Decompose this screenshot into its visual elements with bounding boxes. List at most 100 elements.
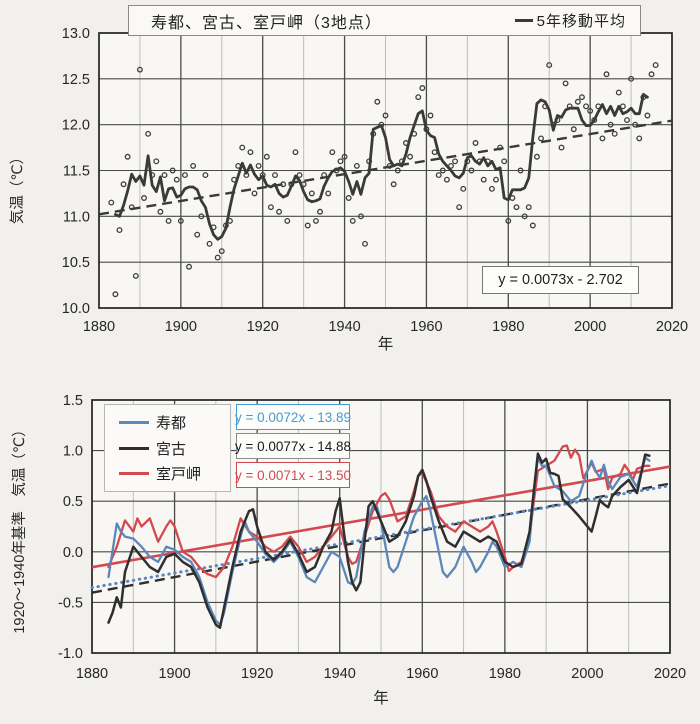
annual-temperature-dot [476,158,483,165]
annual-temperature-dot [141,195,147,201]
annual-temperature-dot [333,167,340,174]
annual-temperature-dot [472,140,479,146]
x-tick-label: 1980 [489,666,521,682]
annual-temperature-dot [296,172,303,179]
x-tick-label: 1960 [410,319,442,335]
annual-temperature-dot [222,222,229,229]
murotomisaki-line-icon [119,472,149,476]
annual-temperature-dot [632,121,639,128]
annual-temperature-dot [583,103,589,110]
legend-label-miyako: 宮古 [156,440,187,458]
x-tick-label: 1960 [406,666,438,682]
annual-temperature-dot [648,71,655,78]
legend-item-muroto: 室戸岬 [119,463,230,484]
annual-temperature-dot [165,217,172,224]
annual-temperature-dot [312,217,319,224]
annual-temperature-dot [607,121,614,128]
annual-temperature-dot [394,167,401,174]
bottom-chart-legend: 寿都 宮古 室戸岬 [104,404,231,492]
annual-temperature-dot [562,80,569,87]
annual-temperature-dot [652,62,659,69]
annual-temperature-dot [276,208,283,215]
murotomisaki-trend-line [91,465,671,569]
annual-temperature-dot [349,217,356,224]
annual-temperature-dot [198,213,205,220]
annual-temperature-dot [378,121,385,128]
annual-temperature-dot [603,71,610,78]
annual-temperature-dot [427,112,434,119]
annual-temperature-dot [108,199,115,206]
annual-temperature-dot [120,181,127,188]
annual-temperature-dot [484,158,491,165]
y-axis-label: 気温（℃） [9,150,26,224]
annual-temperature-dot [468,167,475,174]
annual-temperature-dot [595,103,602,110]
y-tick-label: -1.0 [58,646,83,662]
top-chart-title: 寿都、宮古、室戸岬（3地点） [151,14,382,32]
miyako-trend-equation-box: y = 0.0077x - 14.88 [235,433,351,459]
annual-temperature-dot [169,167,176,174]
annual-temperature-dot [136,66,143,73]
miyako-line [107,452,651,629]
suttsu-line [107,456,651,626]
x-tick-label: 2020 [654,666,686,682]
y-tick-label: 10.5 [62,255,90,271]
annual-temperature-dot [443,176,450,183]
annual-temperature-dot [587,107,594,114]
annual-temperature-dot [177,217,184,224]
y-tick-label: 0.0 [63,545,83,561]
annual-temperature-dot [611,130,618,137]
annual-temperature-dot [529,222,536,229]
x-tick-label: 1980 [492,319,524,335]
annual-temperature-dot [124,153,131,160]
miyako-line-icon [119,446,149,450]
annual-temperature-dot [497,144,504,151]
annual-temperature-dot [501,158,508,165]
moving-average-line [114,93,649,241]
annual-temperature-dot [591,117,598,124]
y-tick-label: 12.5 [62,72,90,88]
top-trend-equation-box: y = 0.0073x - 2.702 [482,266,639,294]
annual-temperature-dot [435,172,442,179]
annual-temperature-dot [513,204,520,211]
annual-temperature-dot [292,149,299,156]
annual-temperature-dot [619,103,626,110]
suttsu-trend-line [90,484,672,590]
annual-temperature-dot [243,172,250,179]
x-tick-label: 1900 [165,319,197,335]
annual-temperature-dot [214,254,221,261]
annual-temperature-dot [345,195,352,201]
x-tick-label: 1920 [241,666,273,682]
x-tick-label: 1920 [247,319,279,335]
moving-average-line-icon [514,19,533,22]
y-tick-label: -0.5 [58,595,83,611]
annual-temperature-dot [456,204,463,211]
annual-temperature-dot [181,172,188,179]
plot-border [91,399,671,654]
annual-temperature-dot [558,144,565,151]
annual-temperature-dot [423,126,430,133]
annual-temperature-dot [190,162,197,169]
annual-temperature-dot [439,167,446,174]
annual-temperature-dot [259,172,266,179]
annual-temperature-dot [460,185,467,192]
annual-temperature-dot [329,149,336,156]
y-tick-label: 1.0 [63,444,83,460]
annual-temperature-dot [218,248,225,255]
annual-temperature-dot [317,208,323,215]
annual-temperature-dot [403,140,409,146]
top-chart-title-box: 寿都、宮古、室戸岬（3地点） 5年移動平均 [128,5,641,36]
annual-temperature-dot [390,181,397,188]
annual-temperature-dot [509,195,516,201]
annual-temperature-dot [231,176,238,183]
x-tick-label: 1880 [76,666,108,682]
annual-temperature-dot [255,162,262,169]
annual-temperature-dot [566,103,573,110]
annual-temperature-dot [411,130,418,137]
y-tick-label: 1.5 [63,393,83,409]
annual-temperature-dot [599,135,606,142]
annual-temperature-dot [263,153,270,160]
annual-temperature-dot [636,135,643,142]
annual-temperature-dot [542,103,549,110]
top-trend-line [98,119,673,216]
